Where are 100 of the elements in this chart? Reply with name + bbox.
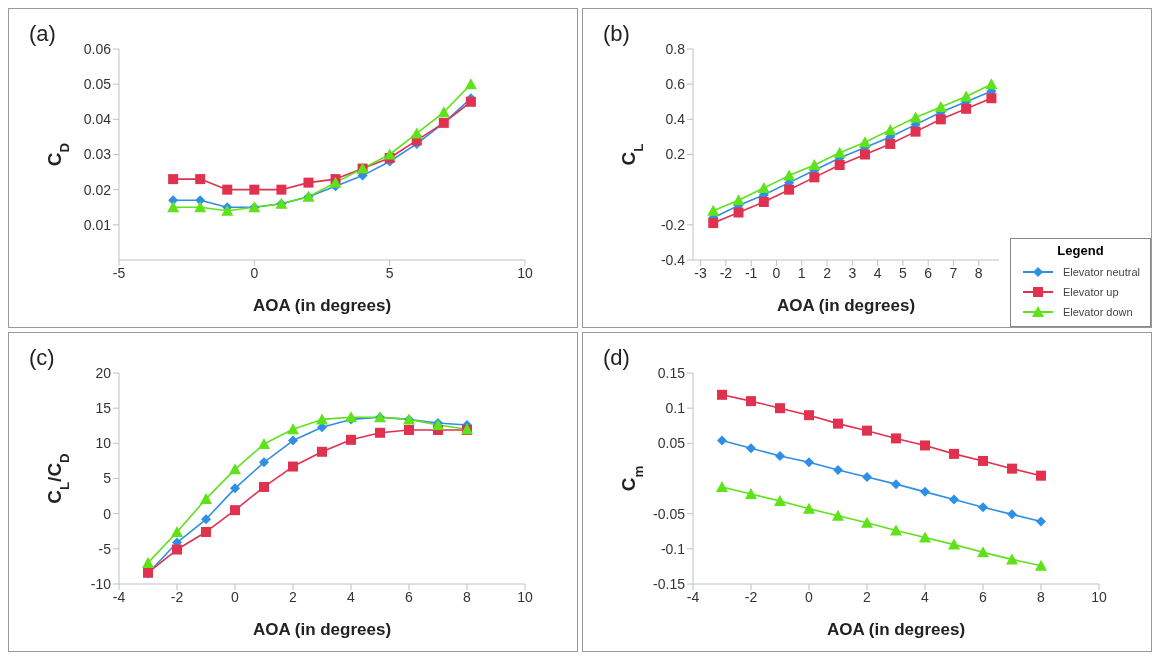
point — [891, 479, 901, 490]
y-tick-label: 0.1 — [665, 400, 686, 417]
point — [258, 438, 270, 450]
chart-title: (d) — [603, 345, 630, 371]
x-tick-label: 2 — [823, 264, 832, 281]
point — [404, 424, 414, 435]
point — [920, 440, 930, 451]
y-tick-label: 0.8 — [665, 40, 686, 57]
point — [920, 486, 930, 497]
point — [707, 204, 720, 216]
x-tick-label: 8 — [463, 588, 472, 605]
point — [195, 174, 206, 185]
point — [230, 483, 240, 494]
y-tick-label: 20 — [95, 364, 112, 381]
x-tick-label: 8 — [974, 264, 983, 281]
x-tick-label: 4 — [921, 588, 930, 605]
point — [410, 127, 423, 139]
point — [919, 531, 931, 543]
y-tick-label: 0.05 — [83, 76, 112, 93]
point — [862, 425, 872, 436]
point — [890, 524, 902, 536]
y-tick-label: 0.15 — [657, 364, 686, 381]
y-tick-label: 0.04 — [83, 111, 112, 128]
point — [978, 502, 988, 513]
y-tick-label: 15 — [95, 400, 112, 417]
point — [784, 184, 795, 195]
x-tick-label: 0 — [231, 588, 240, 605]
chart-title: (a) — [29, 21, 56, 47]
point — [288, 435, 298, 446]
point — [303, 177, 314, 188]
x-axis-title: AOA (in degrees) — [826, 620, 966, 639]
point — [383, 148, 396, 160]
x-tick-label: 5 — [899, 264, 907, 281]
point — [229, 463, 241, 475]
legend-label: Elevator up — [1062, 286, 1119, 298]
x-tick-label: 8 — [1037, 588, 1046, 605]
x-tick-label: 6 — [405, 588, 414, 605]
point — [757, 181, 770, 193]
y-tick-label: 0.6 — [665, 76, 686, 93]
y-tick-label: -0.4 — [660, 251, 686, 268]
y-tick-label: -10 — [90, 575, 112, 592]
point — [909, 111, 922, 123]
point — [732, 194, 745, 206]
x-tick-label: -2 — [170, 588, 184, 605]
point — [168, 174, 179, 185]
point — [287, 423, 299, 435]
point — [910, 126, 921, 137]
chart-title: (c) — [29, 345, 55, 371]
point — [716, 480, 728, 492]
point — [775, 403, 785, 414]
point — [142, 556, 154, 568]
point — [949, 494, 959, 505]
x-tick-label: 4 — [347, 588, 356, 605]
x-tick-label: -2 — [744, 588, 758, 605]
legend-title: Legend — [1056, 243, 1105, 258]
point — [222, 184, 233, 195]
point — [201, 514, 211, 525]
x-axis-title: AOA (in degrees) — [252, 296, 392, 315]
y-tick-label: 0.01 — [83, 216, 112, 233]
chart-title: (b) — [603, 21, 630, 47]
point — [961, 103, 972, 114]
y-tick-label: -0.1 — [660, 540, 686, 557]
point — [808, 159, 821, 171]
x-tick-label: 2 — [289, 588, 298, 605]
y-tick-label: -0.2 — [660, 216, 686, 233]
x-tick-label: 0 — [772, 264, 781, 281]
y-tick-label: 5 — [103, 470, 112, 487]
x-tick-label: 5 — [385, 264, 394, 281]
x-axis-title: AOA (in degrees) — [776, 296, 916, 315]
point — [745, 487, 757, 499]
y-tick-label: -0.05 — [653, 505, 686, 522]
y-tick-label: 0 — [103, 505, 112, 522]
point — [746, 396, 756, 407]
y-tick-label: 0.02 — [83, 181, 112, 198]
legend-label: Elevator down — [1062, 306, 1133, 318]
point — [276, 184, 287, 195]
point — [833, 465, 843, 476]
point — [346, 434, 356, 445]
x-tick-label: 7 — [949, 264, 958, 281]
point — [201, 526, 211, 537]
x-tick-label: 0 — [250, 264, 259, 281]
x-tick-label: 10 — [517, 264, 533, 281]
point — [833, 146, 846, 158]
x-axis-title: AOA (in degrees) — [252, 620, 392, 639]
point — [960, 90, 973, 102]
point — [985, 78, 998, 90]
point — [977, 546, 989, 558]
point — [1006, 553, 1018, 565]
point — [885, 138, 896, 149]
point — [708, 218, 719, 229]
point — [862, 472, 872, 483]
point — [717, 435, 727, 446]
x-tick-label: -1 — [744, 264, 758, 281]
point — [986, 93, 997, 104]
point — [783, 169, 796, 181]
y-tick-label: 10 — [95, 435, 112, 452]
point — [717, 389, 727, 400]
point — [833, 418, 843, 429]
x-tick-label: -4 — [112, 588, 126, 605]
y-tick-label: 0.2 — [665, 146, 686, 163]
